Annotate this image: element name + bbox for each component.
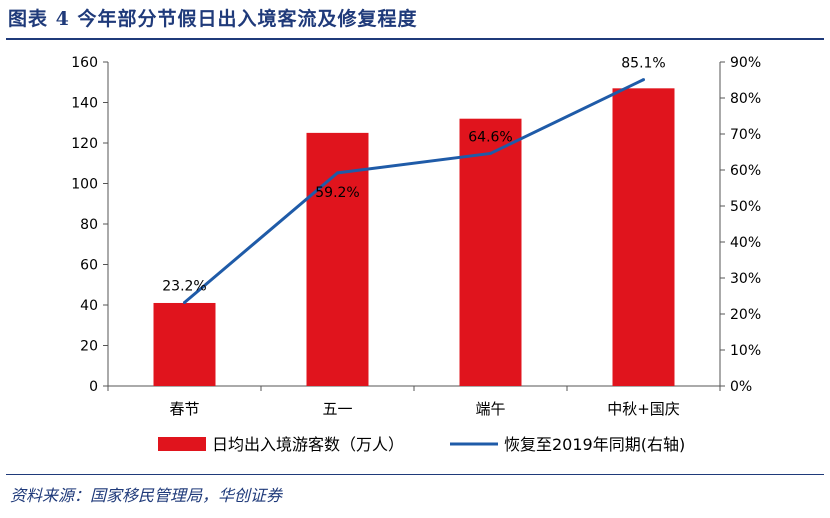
line-point xyxy=(642,78,645,82)
left-tick-label: 20 xyxy=(80,339,98,355)
left-tick-label: 160 xyxy=(71,55,98,71)
left-tick-label: 60 xyxy=(80,258,98,274)
right-tick-label: 10% xyxy=(730,343,761,359)
right-tick-label: 70% xyxy=(730,127,761,143)
x-tick-label: 中秋+国庆 xyxy=(607,400,680,418)
right-tick-label: 20% xyxy=(730,307,761,323)
chart-legend: 日均出入境游客数（万人） 恢复至2019年同期(右轴) xyxy=(158,435,685,454)
left-tick-label: 100 xyxy=(71,177,98,193)
line-point xyxy=(183,300,186,304)
right-tick-label: 50% xyxy=(730,199,761,215)
line-series: 23.2% 59.2% 64.6% 85.1% xyxy=(162,56,666,304)
data-label: 64.6% xyxy=(468,129,512,145)
left-tick-label: 80 xyxy=(80,217,98,233)
bar-series xyxy=(153,88,675,386)
left-tick-label: 120 xyxy=(71,136,98,152)
left-tick-label: 40 xyxy=(80,298,98,314)
data-label: 85.1% xyxy=(621,56,665,72)
bar xyxy=(459,118,522,386)
title-rule xyxy=(6,38,824,40)
combo-chart: 0 20 40 60 80 100 120 140 160 0% 10% 20% 30% 40% 50% 60… xyxy=(71,55,761,454)
bar xyxy=(153,302,216,386)
left-tick-label: 140 xyxy=(71,96,98,112)
source-note: 资料来源：国家移民管理局，华创证券 xyxy=(10,486,283,505)
legend-bar-label: 日均出入境游客数（万人） xyxy=(212,435,404,454)
bar xyxy=(306,132,369,386)
legend-line-label: 恢复至2019年同期(右轴) xyxy=(504,435,685,454)
right-tick-label: 40% xyxy=(730,235,761,251)
line-point xyxy=(489,151,492,155)
recovery-line xyxy=(183,78,645,304)
x-tick-label: 端午 xyxy=(475,400,505,418)
right-tick-label: 90% xyxy=(730,55,761,71)
right-tick-label: 30% xyxy=(730,271,761,287)
right-tick-label: 60% xyxy=(730,163,761,179)
data-label: 23.2% xyxy=(162,278,206,294)
legend-bar-swatch xyxy=(158,437,206,451)
x-tick-label: 五一 xyxy=(322,400,352,418)
chart-axes: 0 20 40 60 80 100 120 140 160 0% 10% 20% 30% 40% 50% 60… xyxy=(71,55,761,418)
source-rule xyxy=(6,474,824,475)
right-tick-label: 0% xyxy=(730,379,752,395)
bar xyxy=(612,88,675,386)
left-tick-label: 0 xyxy=(89,379,98,395)
right-tick-label: 80% xyxy=(730,91,761,107)
data-label: 59.2% xyxy=(315,185,359,201)
figure-title: 图表 4 今年部分节假日出入境客流及修复程度 xyxy=(8,8,418,30)
line-point xyxy=(336,171,339,175)
x-tick-label: 春节 xyxy=(169,400,199,418)
